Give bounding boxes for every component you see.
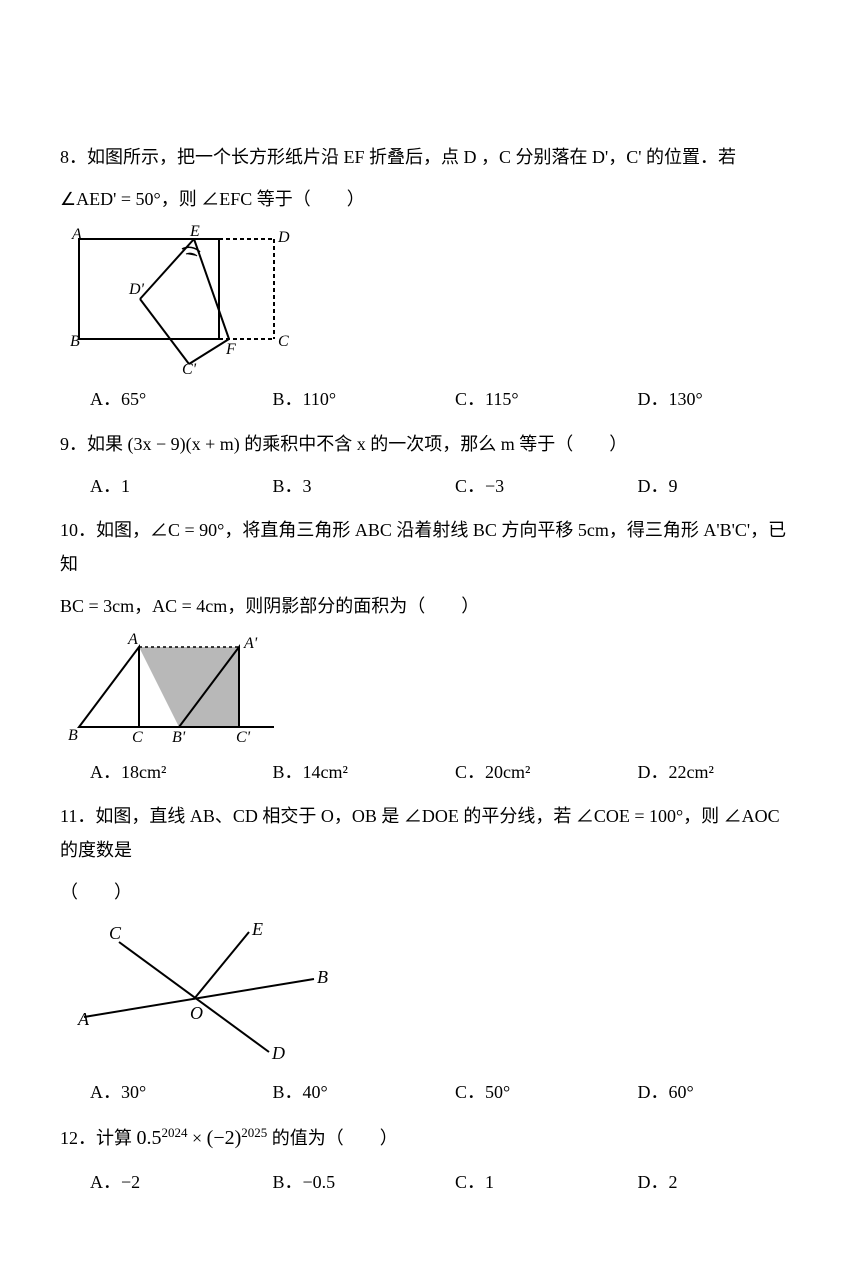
q11-choice-d: D．60°: [638, 1075, 801, 1109]
q11-choices: A．30° B．40° C．50° D．60°: [90, 1075, 800, 1109]
svg-text:D: D: [271, 1043, 285, 1063]
svg-text:B: B: [317, 967, 328, 987]
q9-choice-b: B．3: [273, 469, 436, 503]
svg-text:C: C: [278, 333, 289, 350]
q8-choices: A．65° B．110° C．115° D．130°: [90, 382, 800, 416]
q10-figure: A A' B C B' C': [64, 632, 800, 747]
q8-choice-a: A．65°: [90, 382, 253, 416]
question-11: 11．如图，直线 AB、CD 相交于 O，OB 是 ∠DOE 的平分线，若 ∠C…: [60, 799, 800, 1110]
svg-text:B: B: [70, 333, 80, 350]
q8-choice-b: B．110°: [273, 382, 436, 416]
svg-text:D': D': [128, 281, 145, 298]
svg-text:C': C': [182, 361, 197, 374]
q10-choice-a: A．18cm²: [90, 755, 253, 789]
q9-stem: 9．如果 (3x − 9)(x + m) 的乘积中不含 x 的一次项，那么 m …: [60, 427, 800, 461]
q12-prefix: 12．计算: [60, 1128, 137, 1148]
q12-suffix: 的值为（ ）: [267, 1128, 398, 1148]
q10-choices: A．18cm² B．14cm² C．20cm² D．22cm²: [90, 755, 800, 789]
q12-times: ×: [188, 1128, 207, 1148]
q9-choice-c: C．−3: [455, 469, 618, 503]
q12-stem: 12．计算 0.52024 × (−2)2025 的值为（ ）: [60, 1119, 800, 1157]
svg-text:B': B': [172, 729, 186, 746]
q11-choice-b: B．40°: [273, 1075, 436, 1109]
q8-stem-line2: ∠AED' = 50°，则 ∠EFC 等于（ ）: [60, 182, 800, 216]
q8-choice-d: D．130°: [638, 382, 801, 416]
svg-text:B: B: [68, 727, 78, 744]
q12-choice-a: A．−2: [90, 1165, 253, 1199]
svg-text:E: E: [251, 919, 263, 939]
question-8: 8．如图所示，把一个长方形纸片沿 EF 折叠后，点 D ，C 分别落在 D'，C…: [60, 140, 800, 417]
svg-text:O: O: [190, 1003, 203, 1023]
question-9: 9．如果 (3x − 9)(x + m) 的乘积中不含 x 的一次项，那么 m …: [60, 427, 800, 503]
q8-stem-line1: 8．如图所示，把一个长方形纸片沿 EF 折叠后，点 D ，C 分别落在 D'，C…: [60, 140, 800, 174]
q11-choice-a: A．30°: [90, 1075, 253, 1109]
q8-figure: A E D D' B F C C': [64, 224, 800, 374]
q10-stem-line1: 10．如图，∠C = 90°，将直角三角形 ABC 沿着射线 BC 方向平移 5…: [60, 513, 800, 581]
q10-stem-line2: BC = 3cm，AC = 4cm，则阴影部分的面积为（ ）: [60, 589, 800, 623]
q9-choice-a: A．1: [90, 469, 253, 503]
q12-choices: A．−2 B．−0.5 C．1 D．2: [90, 1165, 800, 1199]
q9-choice-d: D．9: [638, 469, 801, 503]
q12-choice-c: C．1: [455, 1165, 618, 1199]
q11-stem-line2: （ ）: [60, 875, 800, 909]
q12-base2: (−2): [207, 1127, 242, 1149]
q12-choice-d: D．2: [638, 1165, 801, 1199]
q8-choice-c: C．115°: [455, 382, 618, 416]
svg-text:D: D: [277, 229, 290, 246]
svg-text:C: C: [109, 923, 122, 943]
svg-text:C': C': [236, 729, 251, 746]
svg-text:C: C: [132, 729, 143, 746]
svg-text:F: F: [225, 341, 236, 358]
svg-text:A: A: [127, 632, 138, 648]
q11-figure: A B C D E O: [64, 917, 800, 1067]
q11-stem-line1: 11．如图，直线 AB、CD 相交于 O，OB 是 ∠DOE 的平分线，若 ∠C…: [60, 799, 800, 867]
q11-choice-c: C．50°: [455, 1075, 618, 1109]
q12-exp1: 2024: [162, 1125, 188, 1140]
q12-exp2: 2025: [241, 1125, 267, 1140]
q10-choice-c: C．20cm²: [455, 755, 618, 789]
q12-base1: 0.5: [137, 1127, 162, 1149]
q10-choice-d: D．22cm²: [638, 755, 801, 789]
svg-text:A: A: [77, 1009, 90, 1029]
q12-choice-b: B．−0.5: [273, 1165, 436, 1199]
svg-text:A: A: [71, 226, 82, 243]
svg-text:A': A': [243, 635, 258, 652]
q9-choices: A．1 B．3 C．−3 D．9: [90, 469, 800, 503]
q10-choice-b: B．14cm²: [273, 755, 436, 789]
question-12: 12．计算 0.52024 × (−2)2025 的值为（ ） A．−2 B．−…: [60, 1119, 800, 1199]
question-10: 10．如图，∠C = 90°，将直角三角形 ABC 沿着射线 BC 方向平移 5…: [60, 513, 800, 789]
svg-text:E: E: [189, 224, 200, 240]
